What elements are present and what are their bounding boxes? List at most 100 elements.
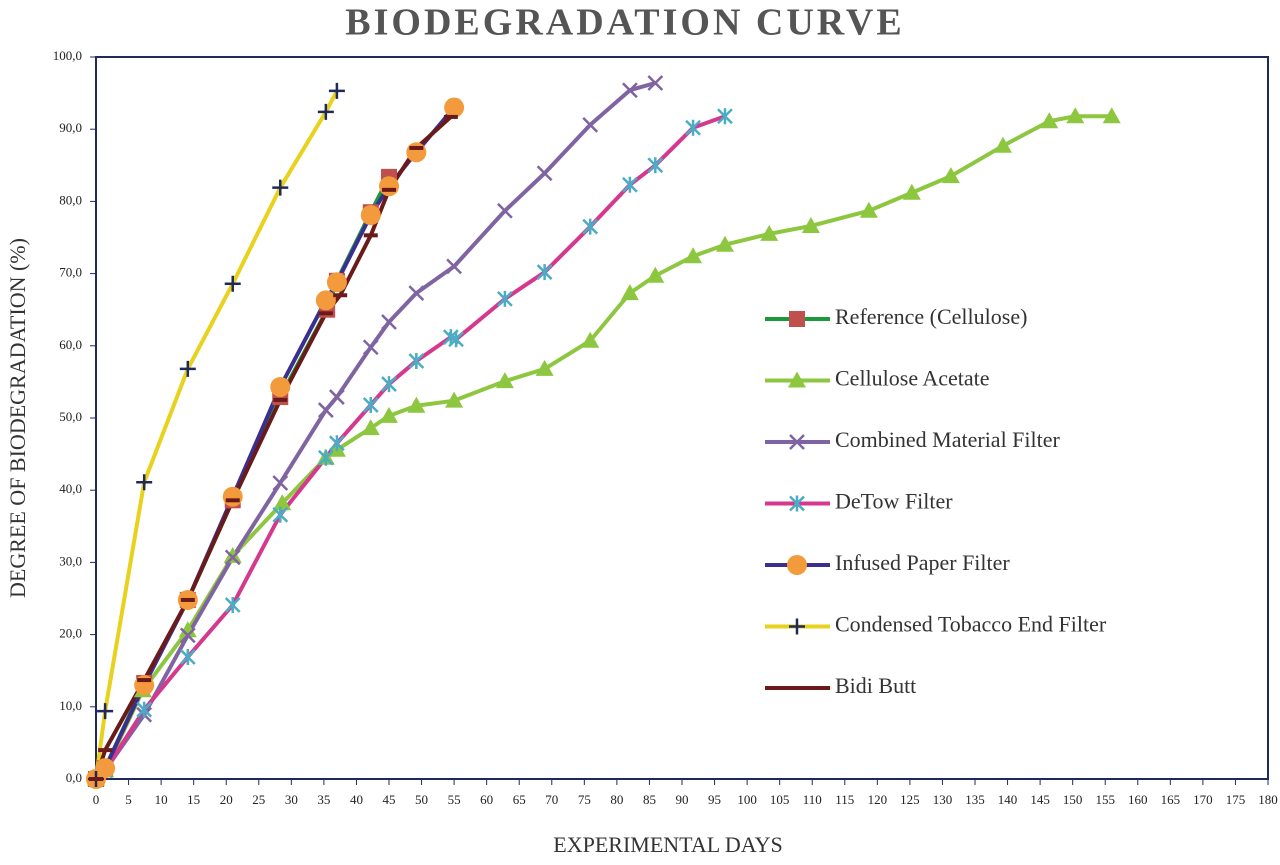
x-tick-label: 140 (998, 792, 1018, 807)
y-tick-label: 60,0 (59, 337, 82, 352)
marker (941, 167, 960, 184)
marker (379, 176, 399, 197)
x-tick-label: 125 (900, 792, 920, 807)
marker (380, 406, 398, 423)
y-tick-label: 90,0 (59, 120, 82, 135)
marker (222, 486, 243, 507)
marker (448, 331, 464, 348)
x-tick-label: 30 (285, 792, 298, 807)
marker (179, 648, 196, 665)
marker (581, 331, 600, 348)
y-tick-label: 30,0 (59, 553, 82, 568)
marker (408, 352, 425, 369)
x-tick-label: 15 (187, 792, 200, 807)
y-tick-label: 20,0 (59, 626, 82, 641)
marker (620, 284, 639, 301)
marker (178, 621, 197, 638)
marker (495, 372, 514, 389)
marker (272, 179, 289, 196)
x-tick-label: 80 (610, 792, 623, 807)
marker (272, 475, 289, 491)
legend-label: Cellulose Acetate (835, 366, 990, 391)
x-axis-label: EXPERIMENTAL DAYS (553, 832, 782, 857)
marker (329, 389, 345, 405)
marker (224, 596, 241, 613)
x-tick-label: 20 (220, 792, 233, 807)
marker (329, 435, 345, 452)
x-tick-label: 60 (480, 792, 493, 807)
x-tick-label: 120 (868, 792, 888, 807)
marker (317, 449, 334, 466)
x-tick-label: 130 (933, 792, 953, 807)
marker (408, 285, 425, 301)
x-tick-label: 0 (93, 792, 100, 807)
marker (1102, 107, 1121, 124)
x-tick-label: 90 (676, 792, 689, 807)
marker (326, 272, 347, 293)
legend-label: Reference (Cellulose) (835, 304, 1027, 329)
y-tick-label: 10,0 (59, 698, 82, 713)
marker (622, 82, 638, 99)
x-tick-label: 155 (1095, 792, 1115, 807)
x-tick-label: 100 (737, 792, 757, 807)
x-tick-label: 75 (578, 792, 591, 807)
x-tick-label: 95 (708, 792, 721, 807)
marker (684, 247, 703, 264)
marker (273, 494, 292, 511)
legend-label: Infused Paper Filter (835, 550, 1010, 575)
x-tick-label: 110 (803, 792, 822, 807)
marker (360, 205, 381, 226)
y-axis-label: DEGREE OF BIODEGRADATION (%) (5, 238, 30, 598)
x-tick-label: 65 (513, 792, 526, 807)
legend-label: Bidi Butt (835, 673, 916, 698)
marker (536, 165, 553, 182)
legend-marker (788, 371, 806, 388)
legend-marker (789, 618, 805, 635)
marker (97, 703, 114, 720)
x-tick-label: 175 (1226, 792, 1246, 807)
marker (535, 359, 554, 376)
marker (1040, 112, 1059, 129)
legend-label: Condensed Tobacco End Filter (835, 612, 1107, 637)
marker (362, 339, 379, 356)
y-tick-label: 80,0 (59, 192, 82, 207)
chart-title: BIODEGRADATION CURVE (345, 2, 904, 44)
marker (272, 506, 289, 523)
x-tick-label: 135 (965, 792, 985, 807)
series-line (94, 114, 1112, 781)
marker (223, 546, 242, 563)
marker (760, 224, 779, 241)
marker (902, 183, 921, 200)
marker (622, 176, 638, 193)
legend-marker (787, 555, 807, 575)
marker (406, 142, 427, 163)
legend-marker (789, 311, 805, 327)
marker (859, 201, 878, 218)
y-tick-label: 40,0 (59, 481, 82, 496)
marker (224, 549, 241, 566)
x-tick-label: 160 (1128, 792, 1148, 807)
marker (136, 474, 153, 491)
legend-label: Combined Material Filter (835, 427, 1061, 452)
marker (582, 116, 599, 133)
marker (646, 266, 665, 283)
marker (647, 75, 664, 91)
marker (1066, 107, 1085, 124)
legend-marker (789, 495, 805, 512)
marker (179, 627, 196, 644)
marker (445, 391, 464, 408)
marker (270, 376, 291, 397)
y-tick-label: 70,0 (59, 265, 82, 280)
x-tick-label: 180 (1258, 792, 1278, 807)
marker (136, 701, 153, 718)
marker (446, 258, 462, 275)
marker (582, 218, 599, 235)
x-tick-label: 145 (1030, 792, 1050, 807)
marker (801, 216, 820, 233)
x-tick-label: 170 (1193, 792, 1213, 807)
x-tick-label: 85 (643, 792, 656, 807)
marker (224, 275, 241, 292)
x-tick-label: 165 (1161, 792, 1181, 807)
x-tick-label: 35 (317, 792, 330, 807)
